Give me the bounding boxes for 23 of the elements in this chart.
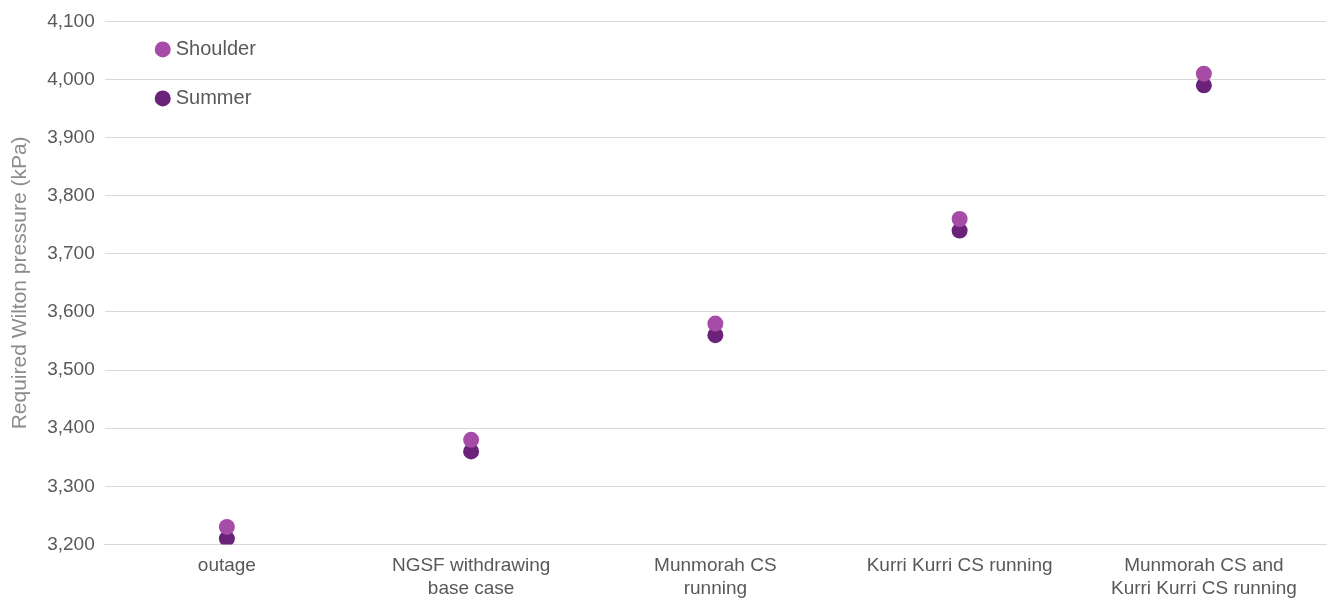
x-tick-label: NGSF withdrawing base case [391, 554, 551, 598]
y-tick-label: 3,900 [47, 125, 95, 147]
y-tick-label: 3,500 [47, 358, 95, 380]
y-tick-label: 3,200 [47, 532, 95, 554]
y-tick-label: 3,700 [47, 242, 95, 264]
point [951, 210, 968, 227]
y-tick-label: 4,000 [47, 67, 95, 89]
y-tick-label: 3,600 [47, 300, 95, 322]
point [218, 518, 235, 535]
x-tick-label: Kurri Kurri CS running [866, 554, 1053, 576]
point [707, 315, 724, 332]
x-tick-label: Munmorah CS running [654, 554, 777, 598]
y-tick-label: 3,400 [47, 416, 95, 438]
x-tick-label: Munmorah CS and Kurri Kurri CS running [1110, 554, 1297, 598]
y-tick-label: 3,300 [47, 474, 95, 496]
legend-label: Shoulder [175, 36, 257, 59]
legend-label: Summer [175, 85, 252, 108]
x-tick-label: outage [197, 554, 256, 576]
point [1195, 65, 1212, 82]
y-tick-label: 3,800 [47, 183, 95, 205]
y-axis-title: Required Wilton pressure (kPa) [7, 136, 31, 430]
point [463, 431, 480, 448]
y-tick-label: 4,100 [47, 9, 95, 31]
